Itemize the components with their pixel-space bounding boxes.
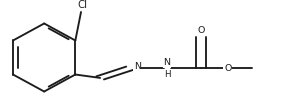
Text: Cl: Cl — [78, 0, 87, 10]
Text: N: N — [164, 58, 171, 67]
Text: O: O — [224, 64, 231, 73]
Text: O: O — [197, 26, 204, 35]
Text: N: N — [134, 62, 141, 71]
Text: H: H — [164, 70, 170, 79]
